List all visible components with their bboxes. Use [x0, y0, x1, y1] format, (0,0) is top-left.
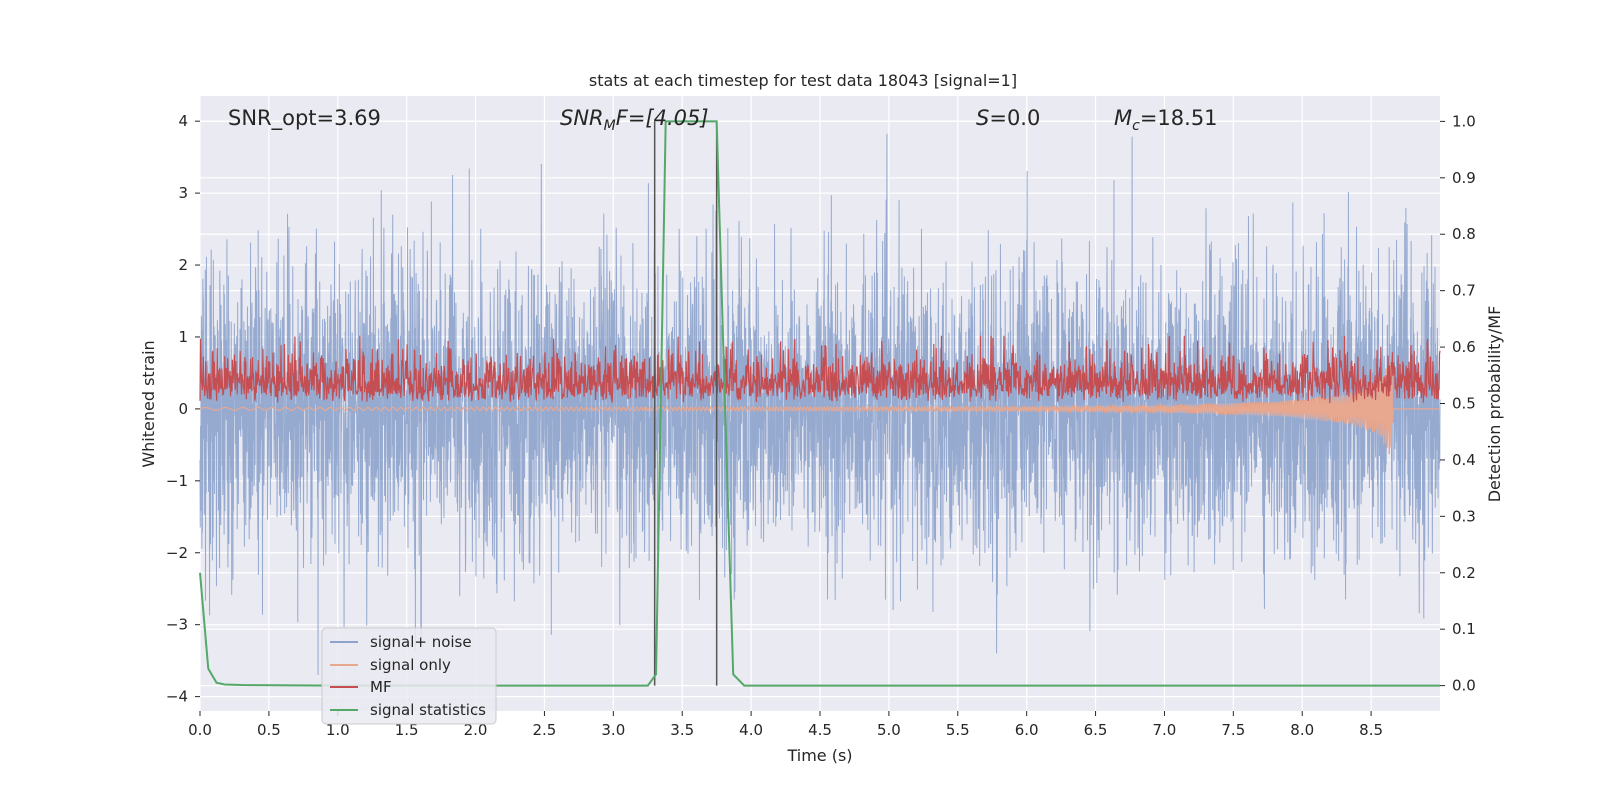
y-right-tick-label-8: 0.8	[1452, 225, 1476, 243]
x-tick-labels: 0.0 0.5 1.0 1.5 2.0 2.5 3.0 3.5 4.0 4.5 5.0 5.5 6.0 6…	[188, 711, 1383, 739]
y-right-tick-labels: 0.0 0.1 0.2 0.3 0.4 0.5 0.6 0.7 0.8 0.9 1.0	[1440, 112, 1476, 695]
x-tick-label-8: 4.0	[739, 721, 763, 739]
snr-mf-sub: M	[604, 118, 616, 134]
x-tick-label-11: 5.5	[946, 721, 970, 739]
vertical-markers	[653, 121, 718, 686]
signal-statistics-series	[199, 120, 1440, 687]
y-right-tick-label-7: 0.7	[1452, 282, 1476, 300]
y-left-tick-label-2: −2	[166, 544, 188, 562]
snr-opt-annotation: SNR_opt=3.69	[228, 106, 381, 131]
x-tick-label-4: 2.0	[464, 721, 488, 739]
y-left-tick-label-7: 3	[178, 184, 188, 202]
y-right-tick-label-9: 0.9	[1452, 169, 1476, 187]
x-tick-label-3: 1.5	[395, 721, 419, 739]
legend-box	[321, 627, 497, 725]
legend-label-signal-only: signal only	[370, 656, 451, 674]
s-annotation: S=0.0	[976, 106, 1040, 130]
mc-value: =18.51	[1140, 106, 1218, 130]
chart-title: stats at each timestep for test data 180…	[589, 71, 1017, 90]
mf-line	[199, 335, 1441, 404]
mc-var: M	[1114, 106, 1132, 130]
x-tick-label-13: 6.5	[1084, 721, 1108, 739]
y-left-tick-labels: −4 −3 −2 −1 0 1 2 3 4	[166, 112, 200, 706]
x-tick-label-15: 7.5	[1221, 721, 1245, 739]
y-right-tick-label-1: 0.1	[1452, 620, 1476, 638]
y-left-tick-label-5: 1	[178, 328, 188, 346]
y-right-tick-label-6: 0.6	[1452, 338, 1476, 356]
legend-label-signal-statistics: signal statistics	[370, 701, 486, 719]
snr-mf-annotation: SNRMF=[4.05]	[560, 106, 709, 134]
y-left-tick-label-8: 4	[178, 112, 188, 130]
signal-statistics-line	[199, 120, 1440, 687]
x-tick-label-12: 6.0	[1015, 721, 1039, 739]
x-tick-label-17: 8.5	[1359, 721, 1383, 739]
y-left-tick-label-6: 2	[178, 256, 188, 274]
x-tick-label-6: 3.0	[601, 721, 625, 739]
y-left-tick-label-0: −4	[166, 688, 188, 706]
y-right-tick-label-2: 0.2	[1452, 564, 1476, 582]
snr-mf-tail: F=[4.05]	[616, 106, 709, 130]
x-tick-label-1: 0.5	[257, 721, 281, 739]
x-tick-label-5: 2.5	[533, 721, 557, 739]
legend-label-mf: MF	[370, 678, 392, 696]
x-tick-label-16: 8.0	[1290, 721, 1314, 739]
signal-only-line	[199, 363, 1440, 455]
y-right-tick-label-10: 1.0	[1452, 112, 1476, 130]
x-tick-label-0: 0.0	[188, 721, 212, 739]
mf-series	[199, 335, 1441, 404]
y-right-axis-label: Detection probability/MF	[1485, 306, 1504, 503]
mc-annotation: Mc=18.51	[1114, 106, 1218, 134]
legend: signal+ noise signal only MF signal stat…	[321, 627, 497, 725]
y-left-tick-label-1: −3	[166, 616, 188, 634]
y-right-tick-label-5: 0.5	[1452, 395, 1476, 413]
y-right-tick-label-4: 0.4	[1452, 451, 1476, 469]
s-value: =0.0	[989, 106, 1040, 130]
mc-sub: c	[1132, 118, 1140, 134]
snr-mf-main: SNR	[560, 106, 604, 130]
y-right-tick-label-0: 0.0	[1452, 677, 1476, 695]
y-left-tick-label-4: 0	[178, 400, 188, 418]
x-tick-label-9: 4.5	[808, 721, 832, 739]
s-var: S	[976, 106, 989, 130]
x-tick-label-10: 5.0	[877, 721, 901, 739]
x-tick-label-14: 7.0	[1153, 721, 1177, 739]
y-right-tick-label-3: 0.3	[1452, 507, 1476, 525]
x-axis-label: Time (s)	[786, 746, 852, 765]
legend-label-signal-noise: signal+ noise	[370, 633, 472, 651]
y-left-tick-label-3: −1	[166, 472, 188, 490]
x-tick-label-2: 1.0	[326, 721, 350, 739]
signal-only-series	[199, 363, 1440, 455]
y-left-axis-label: Whitened strain	[139, 340, 158, 467]
x-tick-label-7: 3.5	[670, 721, 694, 739]
